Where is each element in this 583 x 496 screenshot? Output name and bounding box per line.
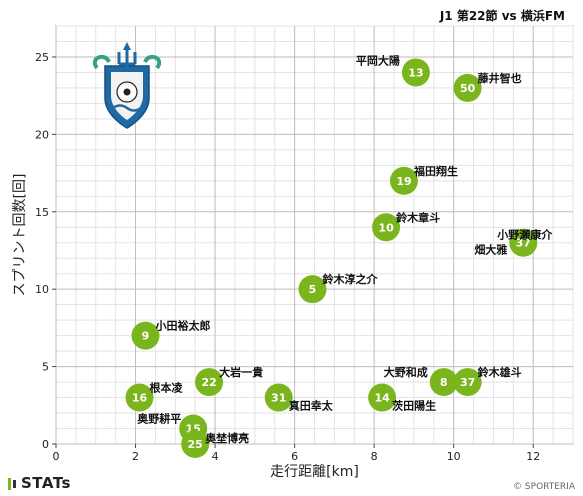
point-label: 小田裕太郎 bbox=[154, 319, 210, 333]
data-point: 8 大野和成 bbox=[384, 365, 458, 397]
point-marker bbox=[195, 368, 224, 397]
y-tick-label: 20 bbox=[35, 128, 49, 141]
data-point: 9 小田裕太郎 bbox=[131, 319, 210, 350]
point-number: 19 bbox=[396, 175, 411, 188]
x-tick-label: 8 bbox=[371, 450, 378, 463]
point-marker bbox=[181, 430, 210, 458]
y-tick-label: 10 bbox=[35, 283, 49, 296]
x-axis-title: 走行距離[km] bbox=[270, 463, 359, 480]
point-number: 5 bbox=[309, 283, 317, 296]
data-point: 25 奥埜博亮 bbox=[181, 430, 249, 458]
y-tick-label: 15 bbox=[35, 206, 49, 219]
point-marker bbox=[509, 228, 538, 257]
copyright: © SPORTERIA bbox=[513, 482, 575, 492]
point-marker bbox=[125, 383, 154, 412]
point-label: 奥野耕平 bbox=[136, 412, 181, 426]
point-number: 37 bbox=[516, 237, 531, 250]
point-marker bbox=[372, 213, 401, 242]
point-label: 大岩一貴 bbox=[219, 365, 263, 379]
point-marker bbox=[298, 275, 327, 304]
point-label: 福田翔生 bbox=[413, 164, 458, 178]
point-number: 10 bbox=[378, 221, 394, 234]
point-label: 平岡大陽 bbox=[356, 53, 400, 67]
point-number: 31 bbox=[271, 392, 286, 405]
x-tick-label: 2 bbox=[132, 450, 139, 463]
y-tick-label: 25 bbox=[35, 51, 49, 64]
point-label: 鈴木章斗 bbox=[396, 210, 440, 224]
data-points: 13平岡大陽50藤井智也19福田翔生10鈴木章斗37小野瀬康介畑大雅5鈴木淳之介… bbox=[125, 53, 553, 458]
x-tick-label: 10 bbox=[447, 450, 461, 463]
chart-title: J1 第22節 vs 横浜FM bbox=[439, 9, 565, 23]
data-point: 13 平岡大陽 bbox=[356, 53, 430, 87]
point-label: 小野瀬康介 bbox=[496, 228, 553, 242]
point-marker bbox=[401, 58, 430, 87]
x-tick-label: 0 bbox=[53, 450, 60, 463]
x-tick-label: 6 bbox=[291, 450, 298, 463]
point-number: 9 bbox=[142, 330, 150, 343]
stats-brand-logo: STATs bbox=[8, 474, 71, 492]
point-number: 13 bbox=[408, 66, 423, 79]
stats-bar-icon bbox=[13, 479, 16, 488]
stats-bar-icon bbox=[8, 477, 11, 490]
point-number: 16 bbox=[132, 392, 148, 405]
point-label: 畑大雅 bbox=[474, 243, 507, 257]
x-tick-label: 4 bbox=[212, 450, 219, 463]
point-number: 14 bbox=[374, 392, 390, 405]
team-emblem-icon bbox=[92, 42, 162, 129]
brand-text: STATs bbox=[21, 474, 71, 492]
point-number: 8 bbox=[440, 376, 448, 389]
point-label: 奥埜博亮 bbox=[204, 431, 249, 445]
point-label: 根本凌 bbox=[150, 381, 184, 395]
point-label: 藤井智也 bbox=[478, 71, 522, 85]
point-number: 22 bbox=[201, 376, 216, 389]
point-label: 鈴木淳之介 bbox=[323, 272, 379, 286]
minor-grid bbox=[56, 25, 574, 444]
point-label: 茨田陽生 bbox=[392, 399, 436, 413]
point-label: 大野和成 bbox=[384, 365, 428, 379]
point-marker bbox=[429, 368, 458, 397]
y-tick-label: 5 bbox=[42, 361, 49, 374]
y-tick-label: 0 bbox=[42, 438, 49, 451]
point-marker bbox=[453, 73, 482, 102]
point-marker bbox=[131, 321, 160, 350]
x-tick-label: 12 bbox=[526, 450, 540, 463]
data-point: 5 鈴木淳之介 bbox=[298, 272, 379, 304]
data-point: 畑大雅 bbox=[474, 243, 507, 257]
y-axis-ticks: 0 5 10 15 20 25 bbox=[35, 51, 56, 451]
point-marker bbox=[453, 368, 482, 397]
point-marker bbox=[264, 383, 293, 412]
point-marker bbox=[389, 166, 418, 195]
point-label: 鈴木雄斗 bbox=[478, 365, 522, 379]
point-marker bbox=[368, 383, 397, 412]
y-axis-title: スプリント回数[回] bbox=[12, 174, 28, 297]
point-number: 37 bbox=[460, 376, 475, 389]
point-number: 25 bbox=[188, 438, 203, 451]
x-axis-ticks: 0 2 4 6 8 10 12 bbox=[53, 444, 540, 463]
point-label: 真田幸太 bbox=[289, 399, 334, 413]
point-number: 50 bbox=[460, 82, 476, 95]
